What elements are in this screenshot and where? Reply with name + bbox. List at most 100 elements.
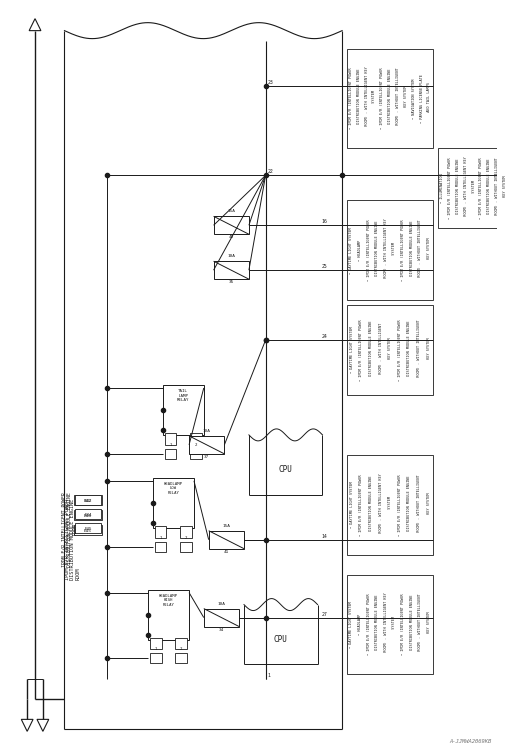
Text: • HEADLAMP: • HEADLAMP [357, 240, 361, 261]
Text: ROOM) - WITHOUT INTELLIGENT: ROOM) - WITHOUT INTELLIGENT [395, 68, 399, 129]
Bar [75, 508, 100, 519]
Text: • IPDM E/R (INTELLIGENT POWER: • IPDM E/R (INTELLIGENT POWER [380, 68, 384, 129]
Bar [74, 495, 102, 505]
Text: CPU: CPU [273, 635, 287, 644]
Text: 35: 35 [228, 280, 233, 284]
Bar [175, 638, 187, 650]
Bar [346, 201, 432, 300]
Text: ROOM) - WITH INTELLIGENT KEY: ROOM) - WITH INTELLIGENT KEY [463, 156, 467, 220]
Text: • IPDM E/R (INTELLIGENT POWER: • IPDM E/R (INTELLIGENT POWER [359, 319, 363, 381]
Text: 37: 37 [204, 455, 209, 459]
Text: HEADLAMP
HIGH
RELAY: HEADLAMP HIGH RELAY [159, 593, 178, 607]
Text: • PARKING LICENSE PLATE: • PARKING LICENSE PLATE [419, 74, 423, 123]
Text: ROOM) - WITHOUT INTELLIGENT: ROOM) - WITHOUT INTELLIGENT [494, 158, 498, 219]
Text: • ILLUMINATION: • ILLUMINATION [439, 173, 443, 204]
Text: IPDM E/R INTELLIGENT POWER
DISTRIBUTION MODULE ENGINE
ROOM: IPDM E/R INTELLIGENT POWER DISTRIBUTION … [64, 499, 80, 580]
Text: 2: 2 [194, 443, 197, 447]
Bar [149, 653, 161, 663]
Text: KEY SYSTEM: KEY SYSTEM [426, 237, 430, 263]
Text: DISTRIBUTION MODULE ENGINE: DISTRIBUTION MODULE ENGINE [375, 221, 378, 280]
Text: • DAYTIME LIGHT SYSTEM: • DAYTIME LIGHT SYSTEM [348, 601, 352, 648]
Text: DISTRIBUTION MODULE ENGINE: DISTRIBUTION MODULE ENGINE [368, 475, 372, 535]
Text: SYSTEM: SYSTEM [392, 616, 396, 633]
Text: • IPDM E/R (INTELLIGENT POWER: • IPDM E/R (INTELLIGENT POWER [348, 68, 352, 129]
Bar [204, 608, 239, 626]
Text: ROOM) - WITHOUT INTELLIGENT: ROOM) - WITHOUT INTELLIGENT [416, 474, 420, 535]
Text: • HEADLAMP: • HEADLAMP [357, 614, 361, 635]
Bar [75, 495, 100, 505]
Bar [162, 385, 204, 435]
Text: 10A: 10A [217, 602, 225, 605]
Text: TAIL
LAMP
RELAY: TAIL LAMP RELAY [177, 389, 189, 403]
Text: E44: E44 [84, 513, 91, 517]
Bar [155, 541, 166, 552]
Bar [147, 590, 189, 640]
Text: SYSTEM: SYSTEM [372, 90, 376, 107]
Text: DISTRIBUTION MODULE ENGINE: DISTRIBUTION MODULE ENGINE [409, 595, 413, 654]
Text: • IPDM E/R (INTELLIGENT POWER: • IPDM E/R (INTELLIGENT POWER [359, 474, 363, 535]
Text: 16: 16 [321, 219, 327, 225]
Text: • NAVIGATION SYSTEM: • NAVIGATION SYSTEM [411, 78, 415, 119]
Bar [164, 449, 176, 459]
Text: 10A: 10A [227, 255, 235, 258]
Text: E44: E44 [84, 514, 92, 517]
Bar [149, 638, 161, 650]
Text: DISTRIBUTION MODULE ENGINE: DISTRIBUTION MODULE ENGINE [407, 320, 411, 380]
Text: ROOM) - WITH INTELLIGENT: ROOM) - WITH INTELLIGENT [378, 322, 382, 378]
Text: KEY SYSTEM: KEY SYSTEM [502, 176, 505, 201]
Text: 1: 1 [154, 647, 157, 652]
Text: E42: E42 [84, 499, 91, 502]
Bar [175, 653, 187, 663]
Text: 2: 2 [180, 647, 182, 652]
Text: 41: 41 [223, 550, 228, 553]
Text: 40: 40 [228, 235, 233, 240]
Text: DISTRIBUTION MODULE ENGINE: DISTRIBUTION MODULE ENGINE [387, 69, 391, 128]
Bar [189, 436, 224, 454]
Bar [208, 531, 243, 549]
Text: • DAYTIME LIGHT SYSTEM: • DAYTIME LIGHT SYSTEM [349, 327, 353, 373]
Text: 15A: 15A [227, 210, 235, 213]
Text: ROOM) - WITHOUT INTELLIGENT: ROOM) - WITHOUT INTELLIGENT [416, 319, 420, 381]
Text: 22: 22 [267, 170, 273, 174]
Text: ROOM) - WITHOUT INTELLIGENT: ROOM) - WITHOUT INTELLIGENT [418, 219, 422, 281]
Text: E42: E42 [84, 499, 92, 502]
Text: DISTRIBUTION MODULE ENGINE: DISTRIBUTION MODULE ENGINE [368, 320, 372, 380]
Text: 1: 1 [169, 443, 171, 447]
Text: • IPDM E/R (INTELLIGENT POWER: • IPDM E/R (INTELLIGENT POWER [400, 594, 405, 656]
Text: 27: 27 [321, 611, 327, 617]
Bar [164, 433, 176, 445]
Bar [74, 525, 102, 535]
Text: 1: 1 [159, 535, 162, 540]
Text: • DAYTIME LIGHT SYSTEM: • DAYTIME LIGHT SYSTEM [348, 227, 352, 273]
Text: 25: 25 [321, 264, 327, 269]
Text: E45: E45 [84, 526, 91, 531]
Text: SYSTEM: SYSTEM [392, 242, 396, 259]
Text: • IPDM E/R (INTELLIGENT POWER: • IPDM E/R (INTELLIGENT POWER [366, 594, 370, 656]
Bar [213, 216, 248, 234]
Bar [437, 149, 505, 228]
Text: SYSTEM: SYSTEM [387, 496, 391, 513]
Text: 15A: 15A [222, 523, 230, 528]
Text: CPU: CPU [278, 466, 291, 475]
Text: DISTRIBUTION MODULE ENGINE: DISTRIBUTION MODULE ENGINE [455, 158, 459, 218]
Text: A-JJMWA2069KB: A-JJMWA2069KB [448, 739, 490, 744]
Bar [346, 305, 432, 395]
Text: • IPDM E/R (INTELLIGENT POWER: • IPDM E/R (INTELLIGENT POWER [478, 158, 482, 219]
Text: 34: 34 [218, 628, 224, 632]
Text: KEY SYSTEM: KEY SYSTEM [387, 337, 391, 363]
Bar [180, 526, 191, 538]
Text: DISTRIBUTION MODULE ENGINE: DISTRIBUTION MODULE ENGINE [409, 221, 413, 280]
Text: SYSTEM: SYSTEM [471, 179, 475, 197]
Bar [74, 510, 102, 520]
Text: 24: 24 [321, 334, 327, 339]
Text: DISTRIBUTION MODULE ENGINE: DISTRIBUTION MODULE ENGINE [407, 475, 411, 535]
Text: • IPDM E/R (INTELLIGENT POWER: • IPDM E/R (INTELLIGENT POWER [397, 319, 401, 381]
Text: 23: 23 [267, 80, 273, 85]
Text: ROOM) - WITHOUT INTELLIGENT: ROOM) - WITHOUT INTELLIGENT [418, 594, 422, 656]
Bar [190, 449, 201, 459]
Text: E45: E45 [84, 529, 92, 532]
Text: AND TAIL LAMPS: AND TAIL LAMPS [427, 82, 431, 116]
Text: KEY SYSTEM: KEY SYSTEM [403, 86, 407, 111]
Text: • IPDM E/R (INTELLIGENT POWER: • IPDM E/R (INTELLIGENT POWER [366, 219, 370, 281]
Bar [155, 526, 166, 538]
